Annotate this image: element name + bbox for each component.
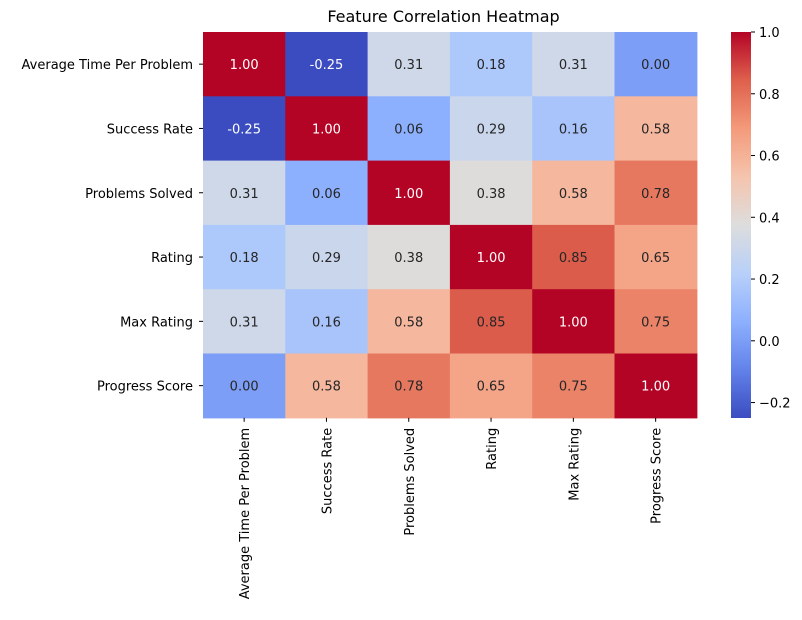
colorbar-tick-label: 1.0 <box>759 26 780 41</box>
heatmap-cell <box>367 32 451 97</box>
x-tick-label: Max Rating <box>567 428 582 501</box>
heatmap-cell <box>285 160 369 226</box>
cell-value-label: 0.18 <box>477 58 506 73</box>
cell-value-label: 0.31 <box>230 315 259 330</box>
cell-value-label: -0.25 <box>227 122 261 137</box>
heatmap-cell <box>532 353 616 419</box>
cell-value-label: 0.00 <box>230 380 259 395</box>
y-tick-label: Rating <box>151 251 193 266</box>
colorbar-tick-label: 0.6 <box>759 150 780 165</box>
cell-value-label: 0.31 <box>394 58 423 73</box>
heatmap-cell <box>285 289 369 355</box>
heatmap-cell <box>532 96 616 162</box>
cell-value-label: 0.16 <box>559 122 588 137</box>
cell-value-label: 0.38 <box>394 251 423 266</box>
colorbar-tick-label: 0.4 <box>759 211 780 226</box>
cell-value-label: 1.00 <box>477 251 506 266</box>
heatmap-cell <box>614 353 698 419</box>
cell-value-label: 0.58 <box>394 315 423 330</box>
cell-value-label: 0.29 <box>477 122 506 137</box>
heatmap-cell <box>449 353 533 419</box>
heatmap-cell <box>614 224 698 290</box>
heatmap-cell <box>614 96 698 162</box>
heatmap-cell <box>532 224 616 290</box>
heatmap-cell <box>285 224 369 290</box>
y-tick-label: Max Rating <box>120 315 193 330</box>
heatmap-cell <box>367 353 451 419</box>
y-tick-label: Average Time Per Problem <box>22 58 193 73</box>
x-tick-label: Problems Solved <box>403 428 418 536</box>
cell-value-label: 0.38 <box>477 187 506 202</box>
colorbar-tick-label: 0.8 <box>759 88 780 103</box>
colorbar-tick-label: 0.0 <box>759 335 780 350</box>
heatmap-cell <box>532 289 616 355</box>
heatmap-cell <box>614 160 698 226</box>
cell-value-label: 0.58 <box>312 380 341 395</box>
heatmap-cell <box>614 289 698 355</box>
chart-title: Feature Correlation Heatmap <box>327 7 560 26</box>
cell-value-label: 0.18 <box>230 251 259 266</box>
y-tick-label: Success Rate <box>107 122 193 137</box>
cell-value-label: 1.00 <box>230 58 259 73</box>
cell-value-label: 0.06 <box>394 122 423 137</box>
heatmap-cell <box>285 353 369 419</box>
heatmap-cell <box>449 289 533 355</box>
heatmap-cell <box>203 224 286 290</box>
cell-value-label: 0.65 <box>477 380 506 395</box>
heatmap-cell <box>614 32 698 97</box>
cell-value-label: 0.31 <box>559 58 588 73</box>
heatmap-cell <box>203 353 286 419</box>
x-tick-label: Success Rate <box>320 428 335 514</box>
heatmap-cell <box>367 224 451 290</box>
heatmap-cell <box>285 32 369 97</box>
cell-value-label: 1.00 <box>559 315 588 330</box>
heatmap-cell <box>449 224 533 290</box>
heatmap-cell <box>285 96 369 162</box>
cell-value-label: 0.29 <box>312 251 341 266</box>
x-tick-label: Progress Score <box>650 428 665 524</box>
heatmap-cell <box>203 289 286 355</box>
cell-value-label: -0.25 <box>310 58 344 73</box>
heatmap-cell <box>532 32 616 97</box>
heatmap-cell <box>449 96 533 162</box>
heatmap-cell <box>449 160 533 226</box>
heatmap-cell <box>367 289 451 355</box>
cell-value-label: 0.78 <box>394 380 423 395</box>
cell-value-label: 1.00 <box>641 380 670 395</box>
heatmap-cell <box>532 160 616 226</box>
cell-value-label: 0.16 <box>312 315 341 330</box>
y-tick-label: Problems Solved <box>85 187 193 202</box>
cell-value-label: 0.75 <box>641 315 670 330</box>
colorbar-tick-label: 0.2 <box>759 273 780 288</box>
cell-value-label: 0.85 <box>477 315 506 330</box>
x-tick-label: Average Time Per Problem <box>238 428 253 599</box>
y-tick-label: Progress Score <box>97 380 193 395</box>
cell-value-label: 0.85 <box>559 251 588 266</box>
heatmap-cell <box>203 32 286 97</box>
colorbar-tick-label: −0.2 <box>759 397 791 412</box>
heatmap-cell <box>367 96 451 162</box>
cell-value-label: 1.00 <box>394 187 423 202</box>
cell-value-label: 0.58 <box>559 187 588 202</box>
cell-value-label: 0.75 <box>559 380 588 395</box>
x-tick-label: Rating <box>485 428 500 470</box>
heatmap-cell <box>203 96 286 162</box>
cell-value-label: 0.00 <box>641 58 670 73</box>
heatmap-cell <box>367 160 451 226</box>
cell-value-label: 0.06 <box>312 187 341 202</box>
heatmap-cell <box>203 160 286 226</box>
cell-value-label: 0.31 <box>230 187 259 202</box>
heatmap-cell <box>449 32 533 97</box>
colorbar <box>731 32 751 418</box>
cell-value-label: 0.78 <box>641 187 670 202</box>
cell-value-label: 0.58 <box>641 122 670 137</box>
cell-value-label: 1.00 <box>312 122 341 137</box>
cell-value-label: 0.65 <box>641 251 670 266</box>
